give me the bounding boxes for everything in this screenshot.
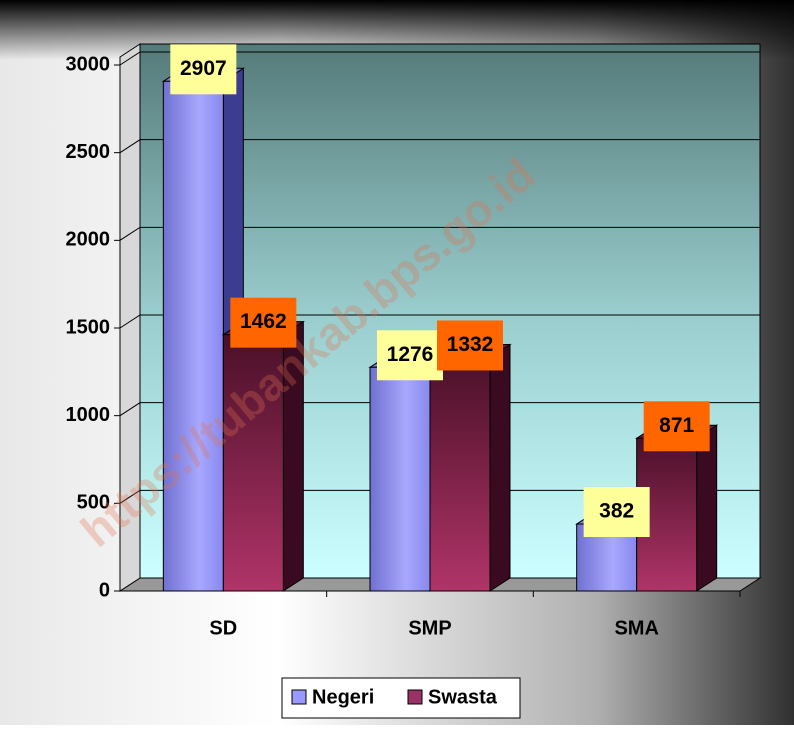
x-tick-label: SMA <box>614 617 658 639</box>
data-label: 871 <box>659 414 694 437</box>
data-label-box <box>643 401 710 452</box>
y-tick-label: 3000 <box>66 53 111 75</box>
x-tick-label: SMP <box>408 617 451 639</box>
data-label-box <box>437 320 503 371</box>
bar <box>162 80 224 592</box>
grid-line <box>119 51 760 66</box>
grid-line <box>119 489 760 504</box>
grid-line <box>119 139 760 154</box>
y-tick-label: 2500 <box>66 141 111 163</box>
legend-swatch <box>407 689 423 705</box>
data-label: 1332 <box>447 333 494 356</box>
x-tick-label: SD <box>209 617 237 639</box>
legend-label: Swasta <box>428 686 498 708</box>
y-tick-label: 2000 <box>66 229 111 251</box>
grid-line <box>119 314 760 329</box>
bar <box>369 366 431 592</box>
data-label-box <box>230 297 297 348</box>
y-tick-label: 1500 <box>66 316 111 338</box>
plot: 0 500 1000 1500 2000 2500 3000 SD SMP SMA 2907 1276… <box>66 43 762 639</box>
y-tick-label: 1000 <box>66 404 111 426</box>
data-label-box <box>170 44 237 95</box>
grid-line <box>119 402 760 417</box>
data-label: 2907 <box>180 57 227 80</box>
bar <box>429 356 491 592</box>
legend-items: Negeri Swasta <box>291 686 498 708</box>
data-label: 382 <box>599 500 634 523</box>
bar-side <box>489 343 511 592</box>
legend-swatch <box>291 689 307 705</box>
data-label-box <box>377 330 443 381</box>
grid-line <box>119 226 760 241</box>
legend-label: Negeri <box>312 686 374 708</box>
y-tick-label: 0 <box>99 579 110 601</box>
y-tick-label: 500 <box>77 492 110 514</box>
data-label-box <box>583 487 650 538</box>
data-label: 1276 <box>387 343 434 366</box>
data-label: 1462 <box>240 310 287 333</box>
bar <box>222 334 284 592</box>
legend <box>281 677 521 719</box>
